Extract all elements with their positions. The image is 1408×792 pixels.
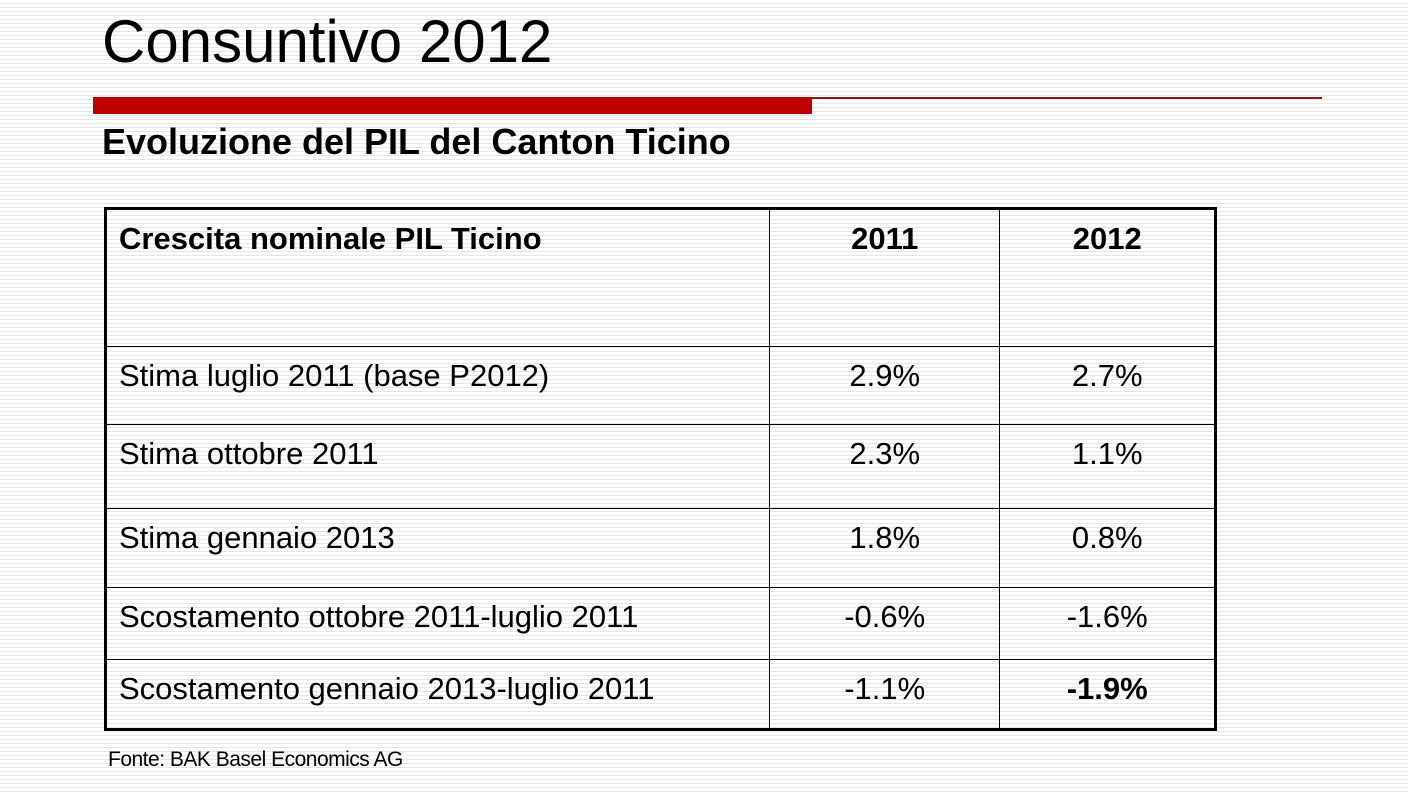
accent-bar: [93, 97, 812, 114]
table-cell: 2.7%: [999, 346, 1216, 425]
column-header: 2012: [999, 208, 1216, 347]
source-note: Fonte: BAK Basel Economics AG: [108, 748, 403, 771]
slide-title: Consuntivo 2012: [102, 8, 553, 75]
slide-subtitle: Evoluzione del PIL del Canton Ticino: [102, 121, 731, 162]
table-row: Stima ottobre 2011 2.3% 1.1%: [105, 424, 1216, 509]
row-label: Stima gennaio 2013: [105, 508, 770, 588]
table-cell: 2.9%: [768, 346, 1001, 425]
header-row: Crescita nominale PIL Ticino 2011 2012: [105, 208, 1216, 347]
column-header: 2011: [768, 208, 1001, 347]
table-cell: 1.1%: [999, 424, 1216, 509]
table-cell: -1.1%: [768, 659, 1001, 730]
data-table: Crescita nominale PIL Ticino 2011 2012 Sti…: [104, 207, 1217, 731]
table-row: Stima luglio 2011 (base P2012) 2.9% 2.7%: [105, 346, 1216, 425]
accent-line: [812, 97, 1322, 99]
table-cell: -1.6%: [999, 587, 1216, 660]
table-cell: 0.8%: [999, 508, 1216, 588]
table-row: Scostamento gennaio 2013-luglio 2011 -1.1…: [105, 659, 1216, 730]
table-row: Scostamento ottobre 2011-luglio 2011 -0.6…: [105, 587, 1216, 660]
row-label: Stima ottobre 2011: [105, 424, 770, 509]
table-cell: 1.8%: [768, 508, 1001, 588]
column-header: Crescita nominale PIL Ticino: [105, 208, 770, 347]
row-label: Stima luglio 2011 (base P2012): [105, 346, 770, 425]
row-label: Scostamento ottobre 2011-luglio 2011: [105, 587, 770, 660]
table-row: Stima gennaio 2013 1.8% 0.8%: [105, 508, 1216, 588]
row-label: Scostamento gennaio 2013-luglio 2011: [105, 659, 770, 730]
table-cell: -1.9%: [999, 659, 1216, 730]
table-cell: 2.3%: [768, 424, 1001, 509]
table-cell: -0.6%: [768, 587, 1001, 660]
